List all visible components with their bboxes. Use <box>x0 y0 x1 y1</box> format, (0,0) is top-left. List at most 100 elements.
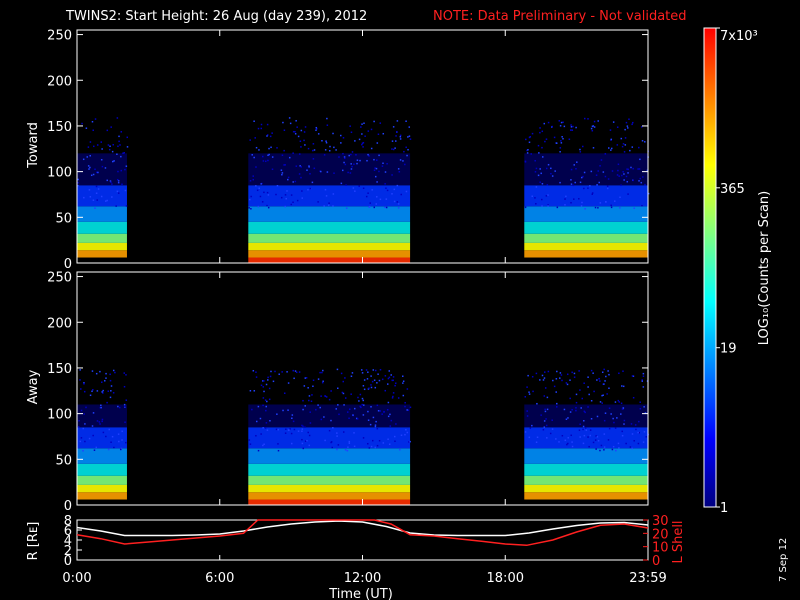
heat-speckle <box>293 428 296 431</box>
heat-speckle <box>558 441 560 443</box>
heat-speckle <box>304 440 307 442</box>
heat-speckle <box>267 206 270 209</box>
heat-speckle <box>86 156 89 158</box>
heat-speckle <box>547 204 549 206</box>
heat-speckle <box>384 206 386 209</box>
heat-speckle <box>641 379 643 381</box>
heat-speckle <box>262 160 265 162</box>
heat-speckle <box>642 372 645 375</box>
heat-speckle <box>320 418 323 421</box>
heat-speckle <box>631 375 634 377</box>
y-tick-label-left: 4 <box>64 534 72 549</box>
heat-speckle <box>96 390 99 392</box>
heat-speckle <box>526 152 529 154</box>
heat-speckle <box>292 420 295 423</box>
heat-speckle <box>361 143 363 146</box>
heat-speckle <box>603 433 606 435</box>
heat-speckle <box>106 179 109 182</box>
heat-speckle <box>382 132 385 135</box>
heat-speckle <box>406 409 408 411</box>
heat-band <box>524 463 648 476</box>
heat-speckle <box>583 420 585 422</box>
heat-speckle <box>571 445 574 448</box>
heat-speckle <box>570 183 573 185</box>
heat-speckle <box>386 162 388 165</box>
heat-speckle <box>308 165 310 167</box>
preliminary-note: NOTE: Data Preliminary - Not validated <box>433 9 687 24</box>
heat-speckle <box>120 169 123 172</box>
heat-speckle <box>350 163 352 165</box>
heat-speckle <box>89 166 91 169</box>
heat-speckle <box>91 390 93 393</box>
heat-speckle <box>376 444 379 447</box>
heat-speckle <box>348 440 351 443</box>
heat-speckle <box>83 382 85 384</box>
heat-speckle <box>376 159 378 161</box>
heat-speckle <box>95 372 98 375</box>
heat-speckle <box>637 442 640 445</box>
heat-speckle <box>640 126 643 128</box>
heat-speckle <box>77 426 80 428</box>
heat-speckle <box>249 139 251 141</box>
heat-speckle <box>296 126 298 128</box>
heat-speckle <box>119 448 122 451</box>
heat-speckle <box>579 436 581 438</box>
heat-speckle <box>248 207 250 209</box>
heat-speckle <box>524 206 527 209</box>
heat-speckle <box>537 144 540 147</box>
heat-speckle <box>619 207 621 209</box>
heat-speckle <box>337 387 339 390</box>
heat-speckle <box>567 442 569 445</box>
heat-speckle <box>534 159 536 162</box>
heat-speckle <box>92 129 94 132</box>
heat-speckle <box>340 372 343 375</box>
heat-speckle <box>280 169 283 171</box>
heat-speckle <box>280 196 283 199</box>
heat-band <box>77 221 127 234</box>
heat-speckle <box>564 439 567 442</box>
heat-speckle <box>392 148 395 151</box>
heat-speckle <box>543 420 546 422</box>
heat-speckle <box>565 382 568 384</box>
heat-speckle <box>295 371 298 374</box>
heat-speckle <box>400 193 402 196</box>
heat-speckle <box>598 377 600 380</box>
heat-speckle <box>265 405 267 408</box>
heat-speckle <box>551 428 554 430</box>
heat-speckle <box>101 420 103 423</box>
heat-speckle <box>407 136 409 138</box>
heat-speckle <box>301 424 303 427</box>
heat-speckle <box>311 181 314 184</box>
heat-speckle <box>287 382 290 384</box>
heat-speckle <box>400 434 403 437</box>
heat-speckle <box>373 379 376 381</box>
heat-speckle <box>342 431 345 433</box>
heat-speckle <box>354 140 356 142</box>
heat-speckle <box>587 386 589 388</box>
heat-speckle <box>252 175 254 177</box>
heat-speckle <box>257 205 260 208</box>
heat-speckle <box>579 181 582 184</box>
heat-speckle <box>385 206 388 209</box>
heat-speckle <box>267 194 270 196</box>
heat-speckle <box>370 384 372 386</box>
heat-speckle <box>622 143 625 145</box>
heat-band <box>77 475 127 485</box>
heat-speckle <box>114 371 116 374</box>
heat-speckle <box>289 122 292 125</box>
heat-speckle <box>624 137 627 139</box>
heat-speckle <box>110 441 112 443</box>
heat-speckle <box>261 201 264 203</box>
heat-speckle <box>379 198 382 201</box>
heat-speckle <box>260 127 263 130</box>
heat-speckle <box>269 375 272 378</box>
heat-speckle <box>547 163 550 166</box>
heat-speckle <box>284 205 287 208</box>
heat-speckle <box>301 430 303 432</box>
heat-speckle <box>83 390 86 393</box>
heat-speckle <box>80 409 83 412</box>
heat-speckle <box>264 427 267 429</box>
heat-speckle <box>616 417 618 419</box>
heat-speckle <box>587 436 589 438</box>
heat-speckle <box>626 125 629 127</box>
